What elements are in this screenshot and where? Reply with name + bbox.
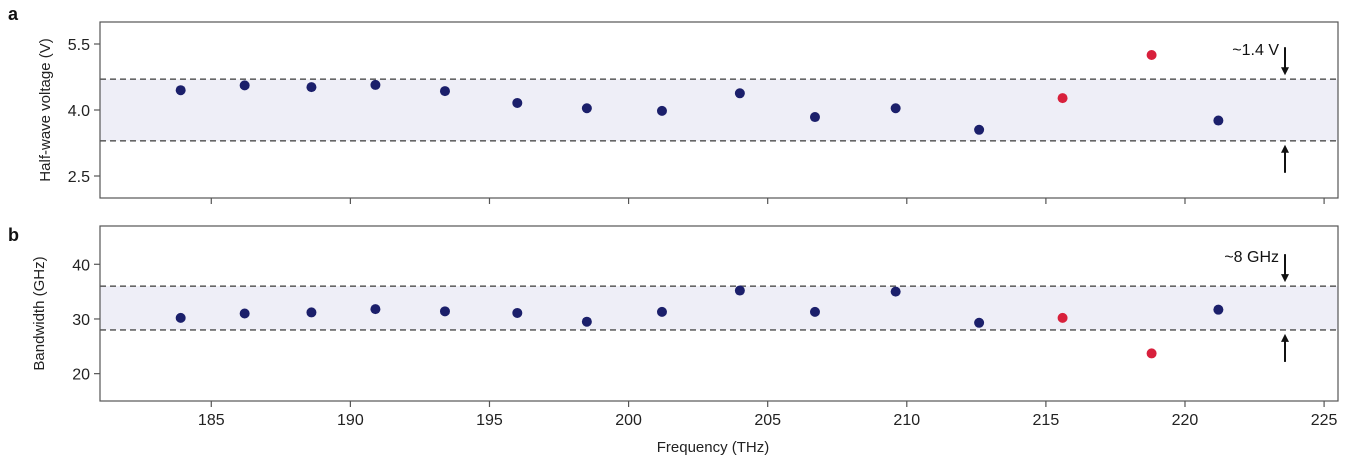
panel-b-ytick-label: 20	[72, 367, 90, 384]
panel-a-series1-point	[1146, 50, 1157, 60]
panel-a-series0-point	[1213, 115, 1224, 126]
panel-a-ytick-label: 4.0	[68, 103, 90, 120]
panel-b-xtick-label: 225	[1311, 412, 1338, 429]
panel-a-band-annotation: ~1.4 V	[1232, 42, 1279, 59]
panel-b-xtick-label: 200	[615, 412, 642, 429]
panel-a-series0-point	[581, 103, 592, 114]
panel-a-series0-point	[734, 88, 745, 99]
panel-b-xtick-label: 215	[1033, 412, 1060, 429]
panel-b-plot-frame	[99, 225, 1339, 402]
panel-b-series0-point	[370, 304, 381, 315]
panel-a-ytick-label: 2.5	[68, 169, 90, 186]
panel-b-xtick-label: 185	[198, 412, 225, 429]
panel-b-band-annotation: ~8 GHz	[1224, 249, 1279, 266]
panel-a-series1-point	[1057, 93, 1068, 104]
panel-a-down-arrow-head	[1281, 67, 1289, 76]
panel-b-series0-point	[809, 306, 820, 317]
panel-b-xtick-label: 190	[337, 412, 364, 429]
panel-b-series0-point	[439, 306, 450, 317]
panel-b-band	[100, 286, 1338, 330]
panel-b-letter: b	[8, 225, 19, 245]
panel-a-series0-point	[306, 82, 317, 93]
panel-b-series0-point	[175, 312, 186, 323]
panel-b-series0-point	[890, 286, 901, 297]
panel-a-band	[100, 79, 1338, 141]
panel-b-series0-point	[734, 285, 745, 296]
panel-a-letter: a	[8, 4, 19, 24]
panel-b-ytick-label: 30	[72, 312, 90, 329]
panel-a-chart: 2.5 4.0 5.5 Half-wave voltage (V) ~1.4 V	[37, 21, 1339, 204]
panel-b-series1-point	[1146, 348, 1157, 359]
panel-a-ytick-label: 5.5	[68, 37, 90, 54]
panel-b-chart: 20 30 40 185 190 195 200 205 210 215 220 225 Bandwid…	[31, 225, 1339, 429]
panel-a-series0-point	[809, 112, 820, 123]
panel-a-y-axis-label: Half-wave voltage (V)	[37, 38, 54, 181]
panel-b-up-arrow-head	[1281, 333, 1289, 342]
panel-a-up-arrow-head	[1281, 144, 1289, 153]
panel-a-series0-point	[239, 80, 250, 91]
panel-b-xtick-label: 220	[1172, 412, 1199, 429]
panel-a-series0-point	[439, 86, 450, 97]
panel-b-series0-point	[512, 307, 523, 318]
panel-b-down-arrow-head	[1281, 274, 1289, 283]
panel-b-ytick-label: 40	[72, 257, 90, 274]
panel-a-series0-point	[890, 103, 901, 114]
x-axis-label: Frequency (THz)	[657, 439, 770, 456]
panel-b-series0-point	[581, 316, 592, 327]
panel-b-xtick-label: 210	[893, 412, 920, 429]
panel-b-xtick-label: 205	[754, 412, 781, 429]
panel-a-series0-point	[974, 124, 985, 135]
panel-b-series0-point	[974, 317, 985, 328]
panel-b-xtick-label: 195	[476, 412, 503, 429]
panel-a-series0-point	[512, 97, 523, 108]
panel-b-series0-point	[1213, 304, 1224, 315]
panel-a-series0-point	[370, 79, 381, 90]
panel-b-series0-point	[656, 306, 667, 317]
panel-b-series0-point	[306, 307, 317, 318]
panel-b-y-axis-label: Bandwidth (GHz)	[31, 256, 48, 370]
panel-a-series0-point	[175, 85, 186, 96]
panel-b-series0-point	[239, 308, 250, 319]
panel-a-series0-point	[656, 105, 667, 116]
panel-b-series1-point	[1057, 312, 1068, 323]
